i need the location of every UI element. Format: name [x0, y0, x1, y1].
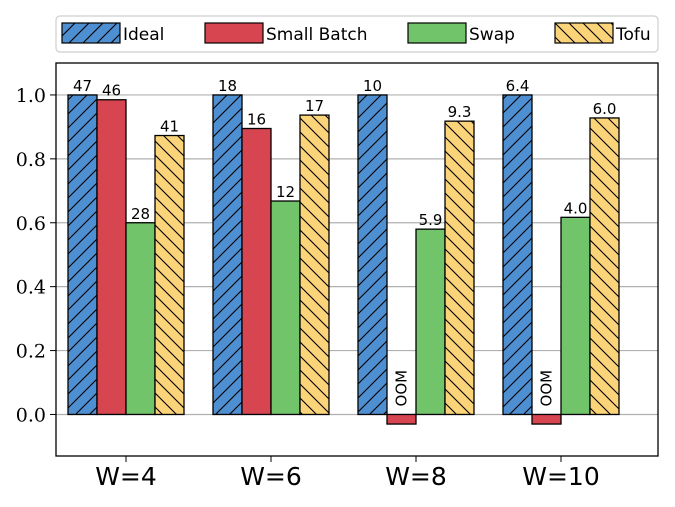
- bar-label-0-0: 47: [73, 77, 92, 95]
- bar-outline-3-1: [299, 114, 330, 416]
- legend-label-1: Small Batch: [266, 25, 368, 45]
- bar-hatch-ideal-1: [213, 94, 242, 415]
- bar-label-3-1: 17: [305, 97, 324, 115]
- legend-swatch-hatch-0: [62, 23, 120, 43]
- bar-label-oom-2: OOM: [393, 370, 411, 407]
- legend-label-0: Ideal: [123, 25, 164, 45]
- bar-label-3-3: 6.0: [593, 100, 617, 118]
- bar-outline-3-2: [444, 120, 475, 416]
- legend-swatch-outline-3: [554, 22, 614, 44]
- bar-outline-0-2: [357, 94, 388, 416]
- bar-small-batch-1: [242, 128, 271, 415]
- y-tick-label-3: 0.6: [16, 213, 46, 235]
- legend: Ideal Small Batch Swap Tofu: [55, 15, 659, 53]
- bars: [67, 94, 620, 425]
- bar-label-3-2: 9.3: [448, 103, 472, 121]
- x-tick-label-1: W=6: [240, 462, 302, 491]
- bar-label-0-1: 18: [218, 77, 237, 95]
- bar-outline-0-3: [502, 94, 533, 416]
- plot-frame: [55, 62, 659, 457]
- bar-label-2-0: 28: [131, 205, 150, 223]
- y-tick-label-0: 0.0: [16, 404, 46, 426]
- x-tick-label-3: W=10: [522, 462, 599, 491]
- legend-swatch-outline-2: [407, 22, 467, 44]
- bar-label-0-3: 6.4: [506, 77, 530, 95]
- legend-label-2: Swap: [469, 25, 515, 45]
- axes: 0.0 0.2 0.4 0.6 0.8 1.0 W=4 W=6 W=8 W=10: [16, 62, 659, 491]
- y-tick-label-5: 1.0: [16, 85, 46, 107]
- legend-swatch-1: [205, 23, 263, 43]
- x-tick-label-0: W=4: [95, 462, 157, 491]
- y-tick-label-1: 0.2: [16, 341, 46, 363]
- bar-hatch-ideal-2: [358, 94, 387, 415]
- bar-outline-1-3: [531, 413, 562, 425]
- legend-swatch-2: [408, 23, 466, 43]
- y-tick-label-4: 0.8: [16, 149, 46, 171]
- bar-hatch-tofu-3: [590, 117, 619, 415]
- bar-hatch-tofu-1: [300, 115, 329, 415]
- legend-swatch-outline-1: [204, 22, 264, 44]
- bar-small-batch-2: [387, 414, 416, 425]
- bar-swap-3: [561, 217, 590, 415]
- x-tick-label-2: W=8: [385, 462, 447, 491]
- bar-outline-3-0: [154, 134, 185, 416]
- bar-swap-0: [126, 222, 155, 415]
- legend-label-3: Tofu: [615, 25, 651, 45]
- bar-hatch-ideal-3: [503, 94, 532, 415]
- bar-small-batch-0: [97, 99, 126, 415]
- bar-label-1-0: 46: [102, 82, 121, 100]
- bar-outline-1-2: [386, 413, 417, 425]
- legend-swatch-hatch-3: [555, 23, 613, 43]
- bar-small-batch-3: [532, 414, 561, 425]
- bar-label-2-1: 12: [276, 183, 295, 201]
- bar-hatch-ideal-0: [68, 94, 97, 415]
- legend-swatch-outline-0: [61, 22, 121, 44]
- bar-outline-3-3: [589, 117, 620, 416]
- bar-label-2-2: 5.9: [419, 211, 443, 229]
- bar-labels: 47 46 28 41 18 16 12 17 10 OOM 5.9 9.3 6.4 OOM 4.0 6.0: [73, 77, 616, 407]
- bar-label-3-0: 41: [160, 118, 179, 136]
- bar-hatch-tofu-2: [445, 121, 474, 415]
- bar-hatch-tofu-0: [155, 135, 184, 415]
- bar-swap-2: [416, 229, 445, 415]
- bar-label-0-2: 10: [363, 77, 382, 95]
- y-tick-label-2: 0.4: [16, 277, 46, 299]
- bar-label-1-1: 16: [247, 111, 266, 129]
- bar-label-2-3: 4.0: [564, 199, 588, 217]
- bar-label-oom-3: OOM: [538, 370, 556, 407]
- bar-swap-1: [271, 201, 300, 415]
